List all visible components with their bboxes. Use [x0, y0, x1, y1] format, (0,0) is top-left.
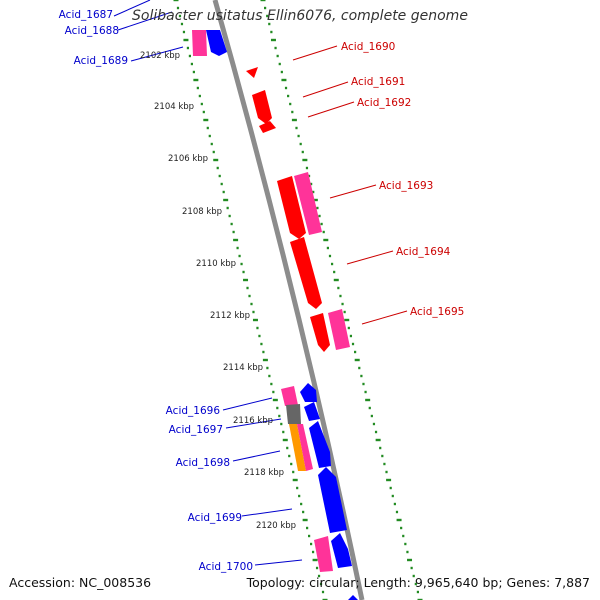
- gene-feature: [252, 90, 272, 124]
- summary-text: Topology: circular; Length: 9,965,640 bp…: [246, 575, 590, 590]
- leader-line: [346, 250, 394, 265]
- leader-line: [222, 397, 273, 411]
- gene-feature: [277, 176, 306, 239]
- scale-label: 2114 kbp: [223, 363, 263, 373]
- leader-line: [241, 508, 293, 517]
- scale-label: 2110 kbp: [196, 259, 236, 269]
- scale-label: 2116 kbp: [233, 416, 273, 426]
- inner-dotted-ring: [173, 0, 328, 600]
- leader-line: [232, 450, 281, 462]
- gene-feature: [300, 383, 317, 402]
- leader-line: [117, 11, 173, 31]
- scale-label: 2112 kbp: [210, 311, 250, 321]
- scale-label: 2120 kbp: [256, 521, 296, 531]
- gene-feature: [259, 121, 276, 133]
- leader-line: [292, 45, 338, 61]
- accession-text: Accession: NC_008536: [9, 575, 152, 590]
- gene-label-reverse: Acid_1689: [74, 55, 128, 67]
- gene-feature: [304, 402, 320, 421]
- gene-label-reverse: Acid_1698: [176, 457, 230, 469]
- gene-feature: [310, 313, 330, 352]
- gene-label-forward: Acid_1692: [357, 97, 411, 109]
- gene-label-forward: Acid_1693: [379, 180, 433, 192]
- gene-label-reverse: Acid_1696: [166, 405, 221, 417]
- gene-feature: [294, 172, 322, 235]
- gene-labels: Acid_1690 Acid_1691 Acid_1692 Acid_1693 Acid…: [59, 9, 465, 573]
- leader-line: [302, 81, 349, 98]
- gene-feature: [206, 30, 227, 56]
- scale-label: 2118 kbp: [244, 468, 284, 478]
- gene-label-reverse: Acid_1699: [188, 512, 242, 524]
- gene-feature: [289, 424, 306, 471]
- leader-line: [130, 46, 184, 62]
- scale-label: 2102 kbp: [140, 51, 180, 61]
- leader-line: [113, 0, 151, 17]
- gene-label-forward: Acid_1690: [341, 41, 395, 53]
- leader-line: [254, 559, 303, 566]
- gene-label-forward: Acid_1695: [410, 306, 464, 318]
- gene-feature: [309, 421, 331, 468]
- gene-feature: [328, 309, 350, 350]
- gene-feature: [331, 533, 352, 568]
- gene-feature: [297, 424, 313, 471]
- gene-features: [192, 30, 358, 600]
- leader-line: [329, 184, 377, 199]
- map-title: Solibacter usitatus Ellin6076, complete …: [132, 8, 468, 24]
- leader-line: [225, 418, 282, 429]
- gene-label-reverse: Acid_1687: [59, 9, 113, 21]
- gene-feature: [192, 30, 207, 56]
- gene-feature: [314, 536, 333, 572]
- gene-feature: [286, 404, 301, 424]
- gene-feature: [281, 386, 298, 406]
- gene-label-reverse: Acid_1697: [169, 424, 223, 436]
- genome-backbone: [212, 0, 365, 600]
- gene-label-reverse: Acid_1688: [65, 25, 119, 37]
- scale-label: 2108 kbp: [182, 207, 222, 217]
- gene-label-forward: Acid_1691: [351, 76, 405, 88]
- gene-label-leaders: [113, 0, 408, 566]
- scale-label: 2106 kbp: [168, 154, 208, 164]
- gene-feature: [318, 467, 347, 533]
- gene-label-forward: Acid_1694: [396, 246, 451, 258]
- gene-feature: [290, 237, 322, 309]
- scale-label: 2104 kbp: [154, 102, 194, 112]
- leader-line: [361, 310, 408, 325]
- outer-dotted-ring: [260, 0, 423, 600]
- leader-line: [307, 101, 355, 118]
- gene-label-reverse: Acid_1700: [199, 561, 253, 573]
- gene-feature: [348, 595, 358, 600]
- scale-labels: 2102 kbp 2104 kbp 2106 kbp 2108 kbp 2110 kbp…: [140, 51, 296, 531]
- gene-feature: [246, 67, 258, 78]
